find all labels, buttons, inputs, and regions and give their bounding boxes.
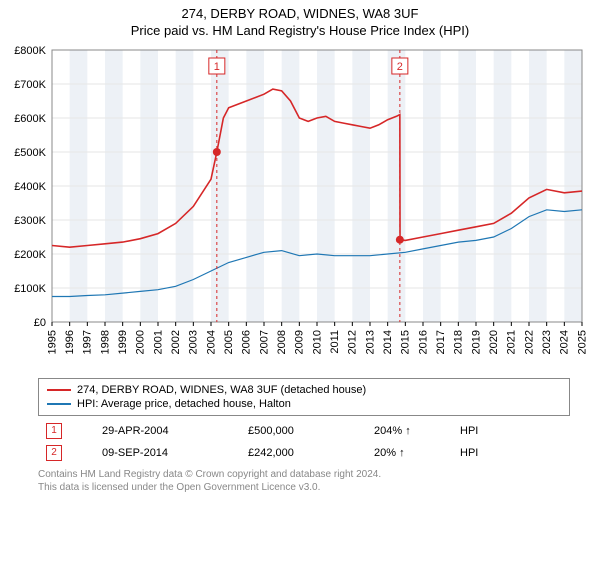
event-pct: 204% ↑ (366, 420, 452, 442)
x-tick-label: 2016 (417, 330, 429, 354)
event-date: 09-SEP-2014 (94, 442, 240, 464)
footer-line-1: Contains HM Land Registry data © Crown c… (38, 468, 570, 481)
event-pct: 20% ↑ (366, 442, 452, 464)
x-tick-label: 2004 (205, 330, 217, 354)
y-tick-label: £0 (34, 317, 46, 329)
event-vs: HPI (452, 442, 570, 464)
x-tick-label: 2012 (347, 330, 359, 354)
x-tick-label: 2022 (523, 330, 535, 354)
footer-attribution: Contains HM Land Registry data © Crown c… (38, 468, 570, 494)
event-marker-label: 1 (214, 61, 220, 73)
x-tick-label: 2000 (135, 330, 147, 354)
legend-item: 274, DERBY ROAD, WIDNES, WA8 3UF (detach… (47, 383, 561, 397)
x-tick-label: 2002 (170, 330, 182, 354)
x-tick-label: 2003 (188, 330, 200, 354)
x-tick-label: 2001 (152, 330, 164, 354)
chart-area: £0 £100K £200K £300K £400K £500K £600K £700K £80… (0, 42, 600, 372)
y-tick-label: £400K (14, 181, 46, 193)
x-tick-label: 2011 (329, 330, 341, 354)
x-tick-label: 2023 (541, 330, 553, 354)
x-tick-label: 2013 (364, 330, 376, 354)
y-tick-label: £200K (14, 249, 46, 261)
x-tick-label: 2007 (258, 330, 270, 354)
x-tick-label: 2008 (276, 330, 288, 354)
x-tick-label: 1995 (46, 330, 58, 354)
legend-swatch (47, 403, 71, 405)
y-tick-label: £300K (14, 215, 46, 227)
y-tick-label: £500K (14, 147, 46, 159)
chart-subtitle: Price paid vs. HM Land Registry's House … (0, 23, 600, 38)
y-tick-label: £600K (14, 113, 46, 125)
chart-title: 274, DERBY ROAD, WIDNES, WA8 3UF (0, 6, 600, 21)
event-date: 29-APR-2004 (94, 420, 240, 442)
x-tick-label: 2009 (294, 330, 306, 354)
event-dot (396, 236, 404, 244)
x-tick-label: 2014 (382, 330, 394, 354)
event-row: 1 29-APR-2004£500,000204% ↑HPI (38, 420, 570, 442)
footer-line-2: This data is licensed under the Open Gov… (38, 481, 570, 494)
event-marker-label: 2 (397, 61, 403, 73)
x-tick-label: 1998 (99, 330, 111, 354)
x-tick-label: 2019 (470, 330, 482, 354)
x-tick-label: 2018 (453, 330, 465, 354)
event-dot (213, 148, 221, 156)
event-marker-icon: 2 (46, 445, 62, 461)
x-tick-label: 2025 (576, 330, 588, 354)
x-tick-label: 1997 (82, 330, 94, 354)
x-tick-label: 2024 (559, 330, 571, 354)
y-tick-label: £100K (14, 283, 46, 295)
y-tick-label: £700K (14, 79, 46, 91)
legend-label: 274, DERBY ROAD, WIDNES, WA8 3UF (detach… (77, 384, 366, 396)
x-tick-label: 2010 (311, 330, 323, 354)
y-tick-label: £800K (14, 45, 46, 57)
line-chart: £0 £100K £200K £300K £400K £500K £600K £700K £80… (0, 42, 600, 372)
x-tick-label: 2006 (241, 330, 253, 354)
event-price: £500,000 (240, 420, 366, 442)
event-vs: HPI (452, 420, 570, 442)
event-marker-icon: 1 (46, 423, 62, 439)
legend: 274, DERBY ROAD, WIDNES, WA8 3UF (detach… (38, 378, 570, 416)
legend-item: HPI: Average price, detached house, Halt… (47, 397, 561, 411)
legend-label: HPI: Average price, detached house, Halt… (77, 398, 291, 410)
x-tick-label: 2015 (400, 330, 412, 354)
x-tick-label: 2005 (223, 330, 235, 354)
x-tick-label: 1999 (117, 330, 129, 354)
x-tick-label: 2020 (488, 330, 500, 354)
x-tick-label: 1996 (64, 330, 76, 354)
events-table: 1 29-APR-2004£500,000204% ↑HPI 2 09-SEP-201… (38, 420, 570, 464)
legend-swatch (47, 389, 71, 391)
event-row: 2 09-SEP-2014£242,00020% ↑HPI (38, 442, 570, 464)
x-tick-label: 2017 (435, 330, 447, 354)
event-price: £242,000 (240, 442, 366, 464)
x-tick-label: 2021 (506, 330, 518, 354)
